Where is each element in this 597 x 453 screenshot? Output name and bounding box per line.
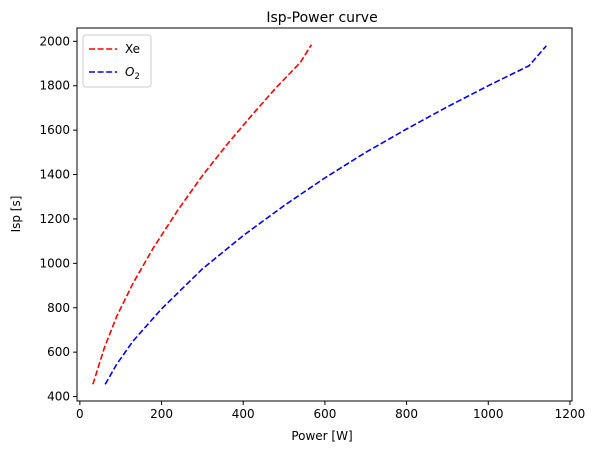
legend-label-subscript: 2 <box>134 72 139 82</box>
x-tick-label: 400 <box>232 407 255 421</box>
y-axis-ticks: 400 600 800 1000 1200 1400 1600 1800 2000 <box>39 34 77 404</box>
y-tick-label: 1200 <box>39 212 70 226</box>
y-tick-label: 600 <box>47 345 70 359</box>
x-tick-label: 0 <box>76 407 84 421</box>
x-axis-label: Power [W] <box>291 429 352 443</box>
legend: Xe O2 <box>82 34 152 88</box>
x-axis-ticks: 0 200 400 600 800 1000 1200 <box>76 401 585 421</box>
x-tick-label: 1000 <box>473 407 504 421</box>
legend-label-base: Xe <box>125 42 140 56</box>
y-tick-label: 1800 <box>39 79 70 93</box>
y-tick-label: 1600 <box>39 123 70 137</box>
legend-label-base: O <box>125 65 134 79</box>
legend-label-o2: O2 <box>125 65 140 82</box>
y-axis-label: Isp [s] <box>9 196 23 233</box>
y-tick-label: 1000 <box>39 256 70 270</box>
legend-box <box>82 34 152 88</box>
x-tick-label: 600 <box>313 407 336 421</box>
y-tick-label: 1400 <box>39 168 70 182</box>
y-tick-label: 400 <box>47 390 70 404</box>
series-line-o2 <box>104 45 547 385</box>
plot-lines <box>92 44 547 385</box>
y-tick-label: 800 <box>47 301 70 315</box>
x-tick-label: 1200 <box>555 407 586 421</box>
chart-title: Isp-Power curve <box>266 10 377 26</box>
x-tick-label: 800 <box>395 407 418 421</box>
x-tick-label: 200 <box>150 407 173 421</box>
legend-label-xe: Xe <box>125 42 140 56</box>
series-line-xe <box>92 44 313 385</box>
y-tick-label: 2000 <box>39 34 70 48</box>
